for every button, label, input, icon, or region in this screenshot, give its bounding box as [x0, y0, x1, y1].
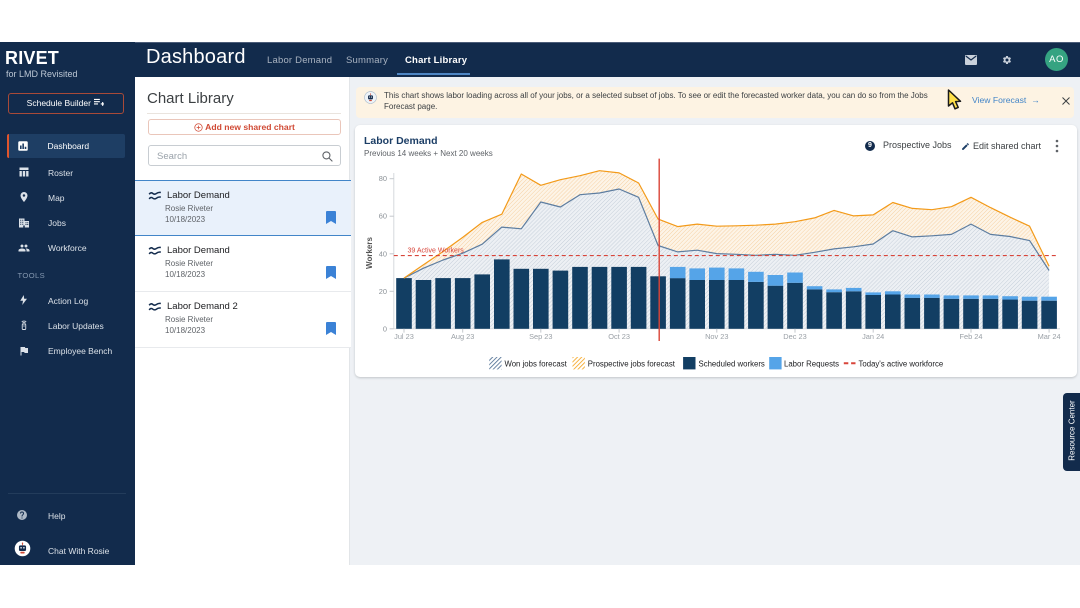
- svg-text:Dec 23: Dec 23: [783, 332, 806, 341]
- svg-text:Sep 23: Sep 23: [529, 332, 552, 341]
- svg-text:Aug 23: Aug 23: [451, 332, 474, 341]
- svg-text:Prospective jobs forecast: Prospective jobs forecast: [588, 360, 676, 369]
- svg-text:0: 0: [383, 324, 387, 333]
- svg-text:Scheduled workers: Scheduled workers: [699, 360, 765, 369]
- svg-text:60: 60: [379, 212, 387, 221]
- svg-text:Workers: Workers: [365, 237, 374, 269]
- svg-text:Feb 24: Feb 24: [959, 332, 982, 341]
- svg-text:Won jobs forecast: Won jobs forecast: [505, 360, 568, 369]
- svg-text:Oct 23: Oct 23: [608, 332, 630, 341]
- svg-text:Mar 24: Mar 24: [1038, 332, 1061, 341]
- svg-text:Jul 23: Jul 23: [394, 332, 414, 341]
- svg-text:Jan 24: Jan 24: [862, 332, 884, 341]
- svg-text:20: 20: [379, 287, 387, 296]
- svg-text:40: 40: [379, 249, 387, 258]
- svg-text:Today's active workforce: Today's active workforce: [859, 360, 944, 369]
- svg-text:Labor Requests: Labor Requests: [784, 360, 839, 369]
- svg-text:80: 80: [379, 174, 387, 183]
- svg-text:39 Active Workers: 39 Active Workers: [408, 247, 465, 254]
- svg-text:Nov 23: Nov 23: [705, 332, 728, 341]
